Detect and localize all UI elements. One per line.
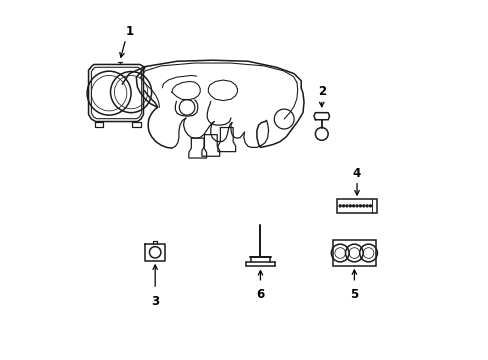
Text: 3: 3: [151, 295, 159, 308]
Circle shape: [352, 205, 354, 207]
Circle shape: [345, 205, 347, 207]
Circle shape: [359, 205, 361, 207]
Circle shape: [348, 205, 350, 207]
Text: 6: 6: [256, 288, 264, 301]
Text: 4: 4: [352, 167, 361, 180]
Circle shape: [342, 205, 344, 207]
Circle shape: [355, 205, 357, 207]
Circle shape: [369, 205, 371, 207]
Circle shape: [362, 205, 364, 207]
Circle shape: [366, 205, 367, 207]
Bar: [332, 240, 375, 266]
Bar: [336, 199, 377, 213]
Text: 1: 1: [125, 25, 133, 38]
Circle shape: [339, 205, 341, 207]
Text: 5: 5: [349, 288, 358, 301]
Text: 2: 2: [317, 85, 325, 99]
